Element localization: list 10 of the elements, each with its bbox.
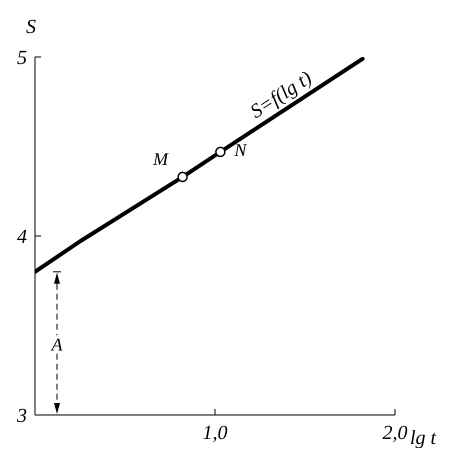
y-tick-label: 5 xyxy=(17,47,27,70)
annotation: A xyxy=(50,334,64,354)
annotation: N xyxy=(233,140,248,160)
x-tick-label: 1,0 xyxy=(202,422,228,444)
x-axis-title: lg t xyxy=(410,427,436,449)
y-tick-label: 4 xyxy=(17,226,27,248)
x-tick-label: 2,0 xyxy=(382,422,408,444)
annotation: M xyxy=(152,148,170,169)
y-axis-title: S xyxy=(26,16,36,38)
y-tick-label: 3 xyxy=(16,405,27,428)
